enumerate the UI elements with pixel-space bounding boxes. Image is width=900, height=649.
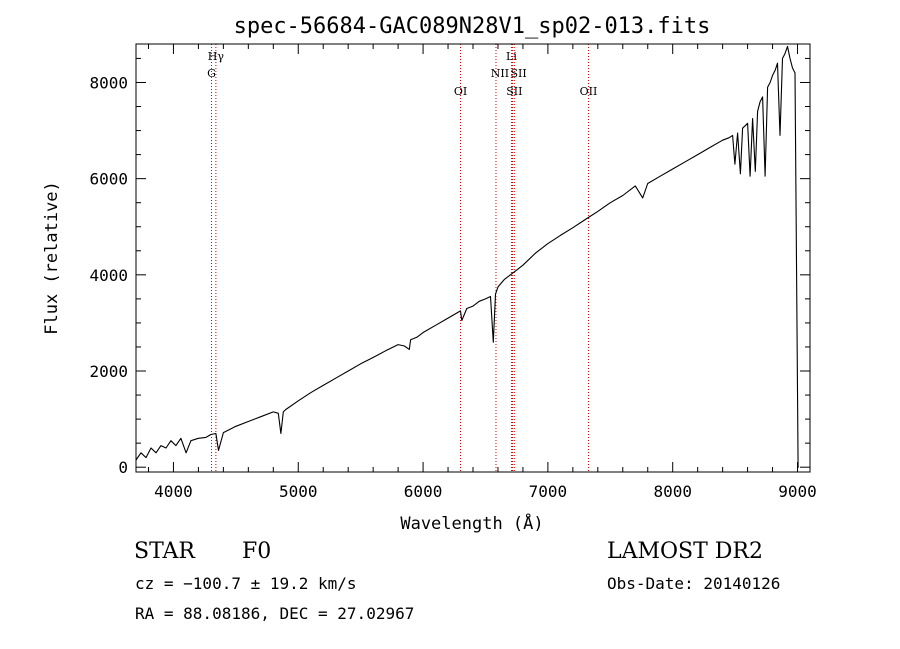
spectrum-series-line [135, 45, 799, 468]
spectral-line-label: G [207, 67, 216, 80]
x-axis-label: Wavelength (Å) [400, 512, 543, 534]
spectral-line-label: Li [506, 50, 517, 63]
coordinates-text: RA = 88.08186, DEC = 27.02967 [135, 604, 415, 623]
x-tick-label: 5000 [279, 482, 318, 501]
object-class: STAR [134, 539, 195, 564]
spectral-line-label: OII [580, 85, 598, 98]
series-layer [135, 45, 799, 468]
x-tick-label: 8000 [653, 482, 692, 501]
spectral-line-label: SII [506, 85, 522, 98]
obs-date-text: Obs-Date: 20140126 [607, 574, 781, 593]
y-tick-label: 0 [118, 458, 128, 477]
survey-name: LAMOST DR2 [607, 539, 763, 564]
redshift-text: cz = −100.7 ± 19.2 km/s [135, 574, 357, 593]
x-tick-label: 9000 [778, 482, 817, 501]
spectral-line-label: SII [510, 67, 526, 80]
axis-ticks-layer: 4000 5000 6000 7000 8000 9000 0 2000 4000 6000 800… [89, 44, 817, 501]
y-axis-label: Flux (relative) [42, 181, 62, 335]
y-tick-label: 2000 [89, 362, 128, 381]
object-subclass: F0 [242, 539, 272, 564]
spectral-line-label: OI [454, 85, 467, 98]
x-tick-label: 4000 [154, 482, 193, 501]
x-tick-label: 6000 [404, 482, 443, 501]
plot-frame [135, 43, 811, 473]
y-tick-label: 8000 [89, 73, 128, 92]
chart-title: spec-56684-GAC089N28V1_sp02-013.fits [234, 14, 711, 39]
spectral-line-label: Hγ [208, 50, 225, 63]
x-tick-label: 7000 [529, 482, 568, 501]
spectral-lines-layer: Hγ G OI NII Li SII SII OII [207, 44, 597, 472]
y-tick-label: 4000 [89, 266, 128, 285]
spectral-line-label: NII [491, 67, 509, 80]
y-tick-label: 6000 [89, 170, 128, 189]
